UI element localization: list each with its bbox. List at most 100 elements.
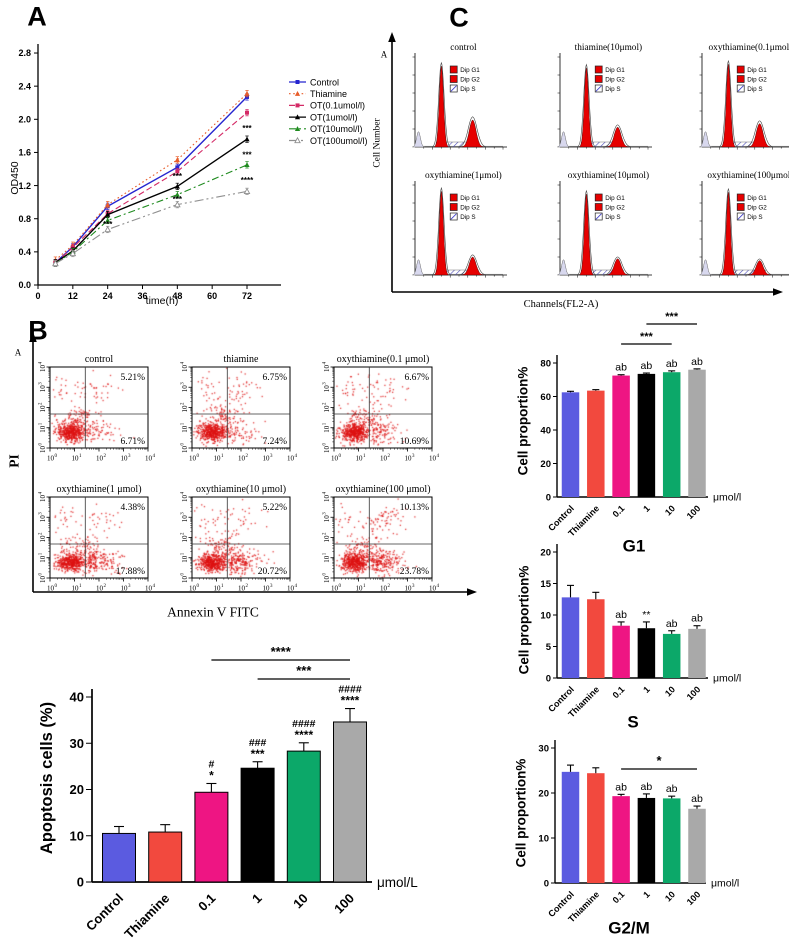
- hist-legend-entry: Dip S: [605, 214, 620, 221]
- svg-text:3: 3: [412, 454, 415, 459]
- legend-entry: OT(1umol/l): [310, 112, 358, 122]
- svg-text:ab: ab: [615, 362, 627, 374]
- svg-text:10: 10: [72, 585, 80, 593]
- svg-text:ab: ab: [691, 613, 703, 625]
- svg-text:10: 10: [214, 585, 222, 593]
- svg-text:10: 10: [145, 585, 153, 593]
- category-label: 0.1: [611, 503, 627, 519]
- svg-text:4: 4: [323, 492, 328, 495]
- g2-peak: [748, 123, 771, 148]
- svg-text:5: 5: [546, 642, 552, 653]
- svg-text:ab: ab: [641, 781, 653, 793]
- svg-text:4: 4: [153, 584, 156, 589]
- svg-text:3: 3: [181, 382, 186, 385]
- svg-text:10: 10: [181, 515, 189, 523]
- svg-text:10: 10: [356, 455, 364, 463]
- svg-text:10: 10: [39, 365, 47, 373]
- facs-plot-5: oxythiamine(100 μmol)10.13%23.78%10 01001…: [323, 484, 440, 593]
- svg-text:2: 2: [181, 402, 186, 405]
- hist-legend-entry: Dip S: [460, 214, 475, 221]
- s-bar-title: S: [627, 712, 639, 732]
- unit-label: μmol/l: [713, 673, 741, 685]
- svg-text:1: 1: [181, 422, 186, 425]
- svg-text:0: 0: [197, 584, 200, 589]
- svg-text:10: 10: [540, 610, 551, 621]
- svg-text:10: 10: [405, 585, 413, 593]
- svg-text:***: ***: [242, 124, 252, 133]
- svg-text:2.4: 2.4: [18, 81, 31, 91]
- svg-text:2: 2: [39, 532, 44, 535]
- svg-text:10: 10: [39, 535, 47, 543]
- cycle-hist-4: Dip G1 Dip G2 Dip S oxythiamine(10μmol): [557, 170, 652, 278]
- svg-text:3: 3: [39, 512, 44, 515]
- category-label: 1: [641, 503, 652, 514]
- significance-label: ***: [640, 331, 654, 343]
- svg-text:****: ****: [341, 694, 360, 708]
- svg-text:ab: ab: [641, 360, 653, 372]
- svg-text:10: 10: [39, 515, 47, 523]
- svg-text:3: 3: [412, 584, 415, 589]
- apoptosis-bar: 010203040ControlThiamine*#0.1***###1****…: [70, 644, 419, 941]
- bar-Control: [561, 771, 580, 883]
- hist-legend-entry: Dip G2: [747, 205, 767, 212]
- svg-text:****: ****: [294, 728, 313, 742]
- svg-text:0: 0: [323, 443, 328, 446]
- svg-text:1: 1: [323, 422, 328, 425]
- category-label: 100: [685, 684, 703, 702]
- category-label: 1: [249, 891, 265, 907]
- svg-text:4: 4: [437, 454, 440, 459]
- svg-text:10: 10: [323, 515, 331, 523]
- panel-a-x-axis-label: time(h): [145, 294, 179, 307]
- g1-peak: [721, 192, 736, 276]
- unit-label: μmol/L: [377, 875, 418, 890]
- svg-text:****: ****: [241, 176, 254, 185]
- g1-peak: [579, 193, 594, 276]
- category-label: 0.1: [611, 684, 627, 700]
- upper-right-pct: 4.38%: [120, 503, 145, 513]
- g1-peak: [721, 64, 736, 148]
- svg-text:10: 10: [323, 576, 331, 584]
- svg-text:0.0: 0.0: [18, 280, 31, 290]
- significance-label: *: [657, 753, 663, 768]
- svg-text:***: ***: [242, 150, 252, 159]
- hist-legend-entry: Dip G2: [460, 205, 480, 212]
- svg-text:10: 10: [181, 385, 189, 393]
- bar-1: [637, 373, 656, 497]
- hist-legend-entry: Dip S: [747, 214, 762, 221]
- svg-text:10: 10: [39, 425, 47, 433]
- svg-text:10: 10: [380, 585, 388, 593]
- s-bar-y-axis-label: Cell proportion%: [516, 565, 532, 675]
- svg-text:30: 30: [538, 743, 549, 754]
- g1-bar-title: G1: [622, 536, 646, 556]
- svg-text:60: 60: [540, 392, 551, 403]
- svg-text:0: 0: [323, 573, 328, 576]
- svg-text:10: 10: [356, 585, 364, 593]
- svg-text:4: 4: [295, 454, 298, 459]
- svg-text:4: 4: [181, 492, 186, 495]
- svg-text:10: 10: [145, 455, 153, 463]
- legend-entry: Control: [310, 77, 339, 87]
- g2m-bar: 0102030ControlThiamineab0.1ab1ab10ab100*…: [538, 740, 739, 924]
- facs-title: control: [85, 354, 114, 365]
- svg-text:***: ***: [103, 220, 113, 229]
- hist-legend-entry: Dip G1: [747, 67, 767, 74]
- svg-text:10: 10: [181, 535, 189, 543]
- svg-text:24: 24: [103, 291, 113, 301]
- svg-text:1: 1: [323, 552, 328, 555]
- svg-text:###: ###: [249, 737, 267, 749]
- svg-text:12: 12: [68, 291, 78, 301]
- svg-text:10: 10: [331, 585, 339, 593]
- svg-text:1.2: 1.2: [18, 181, 31, 191]
- upper-right-pct: 6.67%: [404, 373, 429, 383]
- svg-text:10: 10: [323, 555, 331, 563]
- svg-text:40: 40: [540, 425, 551, 436]
- svg-text:10: 10: [181, 365, 189, 373]
- svg-text:ab: ab: [691, 356, 703, 368]
- hist-legend-entry: Dip G1: [747, 195, 767, 202]
- svg-text:0: 0: [39, 573, 44, 576]
- category-label: 0.1: [195, 891, 218, 914]
